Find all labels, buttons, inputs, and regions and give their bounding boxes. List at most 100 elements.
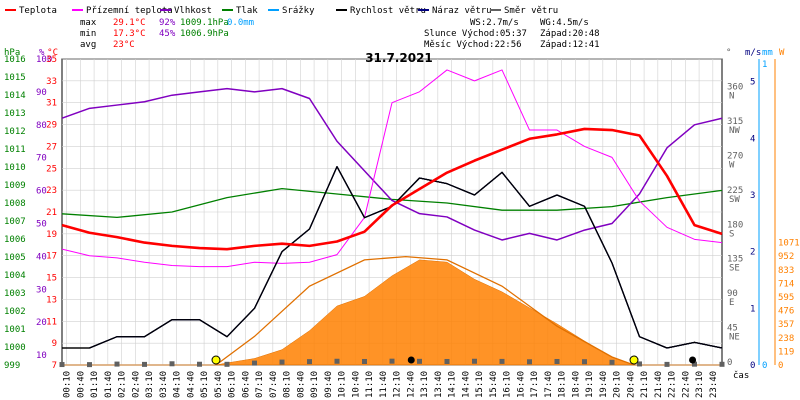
- time-tick: 21:40: [654, 371, 664, 398]
- time-tick: 18:40: [571, 371, 581, 398]
- w-axis-title: W: [779, 48, 785, 58]
- pct-tick: 80: [36, 121, 47, 131]
- time-tick: 16:10: [503, 371, 513, 398]
- ms-tick: 3: [750, 191, 755, 201]
- pct-tick: 20: [36, 318, 47, 328]
- hpa-tick: 1011: [4, 145, 26, 155]
- hpa-tick: 1013: [4, 109, 26, 119]
- dir-tick-name: NE: [729, 333, 740, 343]
- time-tick: 18:10: [558, 371, 568, 398]
- series-layer: [59, 69, 725, 368]
- stats-block: max 29.1°C 92% 1009.1hPa 0.0mm min 17.3°…: [80, 18, 600, 50]
- ms-tick: 2: [750, 248, 755, 258]
- time-tick: 17:40: [544, 371, 554, 398]
- time-tick: 10:10: [338, 371, 348, 398]
- wind-dir-point: [279, 359, 285, 365]
- dir-tick-name: N: [729, 92, 734, 102]
- time-tick: 06:10: [228, 371, 238, 398]
- dir-tick: 0: [727, 358, 732, 368]
- legend-label: Tlak: [236, 6, 258, 16]
- dir-tick: 135: [727, 255, 743, 265]
- time-tick: 04:40: [186, 371, 196, 398]
- wind-dir-point: [637, 361, 642, 367]
- wind-dir-point: [472, 358, 477, 364]
- hpa-tick: 1007: [4, 217, 26, 227]
- dir-tick: 360: [727, 83, 743, 93]
- legend-label: Směr větru: [504, 6, 558, 16]
- time-tick: 14:10: [448, 371, 458, 398]
- pct-tick: 30: [36, 285, 47, 295]
- ms-axis-title: m/s: [745, 48, 761, 58]
- w-tick: 952: [778, 252, 794, 262]
- stat-sun: Slunce Východ:05:37: [424, 29, 527, 39]
- hpa-tick: 1008: [4, 199, 26, 209]
- hpa-axis-title: hPa: [4, 48, 20, 58]
- legend-label: Náraz větru: [432, 6, 492, 16]
- temp-axis-title: °C: [47, 48, 58, 58]
- time-tick: 14:40: [461, 371, 471, 398]
- chart-title: 31.7.2021: [365, 51, 433, 65]
- hpa-tick: 1010: [4, 163, 26, 173]
- w-tick: 476: [778, 307, 794, 317]
- time-tick: 23:10: [695, 371, 705, 398]
- temp-tick: 27: [46, 142, 57, 152]
- mm-tick: 1: [762, 60, 767, 70]
- dir-tick-name: SW: [729, 195, 740, 205]
- temp-tick: 13: [46, 295, 57, 305]
- pct-tick: 60: [36, 187, 47, 197]
- time-tick: 02:10: [118, 371, 128, 398]
- pressure-line: [61, 187, 723, 219]
- wind-dir-point: [444, 358, 450, 364]
- time-tick: 03:40: [159, 371, 169, 398]
- time-tick: 19:40: [599, 371, 609, 398]
- pct-tick: 40: [36, 252, 47, 262]
- ground-temp-line: [61, 69, 723, 268]
- pct-tick: 70: [36, 154, 47, 164]
- stat-avg-label: avg: [80, 40, 96, 50]
- temp-tick: 19: [46, 230, 57, 240]
- time-tick: 03:10: [145, 371, 155, 398]
- ms-tick: 1: [750, 304, 755, 314]
- time-tick: 08:40: [296, 371, 306, 398]
- temp-tick: 7: [52, 361, 57, 371]
- temp-tick: 21: [46, 208, 57, 218]
- time-tick: 08:10: [283, 371, 293, 398]
- stat-sun-set: Západ:20:48: [540, 29, 600, 39]
- time-tick: 12:10: [393, 371, 403, 398]
- stat-avg-temp: 23°C: [113, 40, 135, 50]
- temp-tick: 25: [46, 164, 57, 174]
- legend-label: Srážky: [282, 6, 315, 16]
- time-tick: 20:40: [626, 371, 636, 398]
- w-tick: 357: [778, 320, 794, 330]
- time-tick: 00:40: [76, 371, 86, 398]
- wind-dir-point: [664, 361, 670, 367]
- legend-label: Přízemní teplota: [86, 6, 173, 16]
- stat-wind-speed: WS:2.7m/s: [470, 18, 519, 28]
- dir-tick: 315: [727, 117, 743, 127]
- w-tick: 119: [778, 347, 794, 357]
- w-tick: 0: [778, 361, 783, 371]
- time-tick: 10:40: [351, 371, 361, 398]
- time-tick: 13:10: [420, 371, 430, 398]
- temp-tick: 15: [46, 274, 57, 284]
- wind-dir-point: [224, 361, 230, 367]
- time-tick: 21:10: [640, 371, 650, 398]
- time-tick: 15:40: [489, 371, 499, 398]
- wind-dir-point: [169, 361, 175, 367]
- wind-dir-point: [417, 358, 422, 364]
- dir-tick-name: E: [729, 298, 734, 308]
- temperature-line: [61, 127, 723, 251]
- stat-wind-gust: WG:4.5m/s: [540, 18, 589, 28]
- pct-tick: 10: [36, 351, 47, 361]
- wind-dir-point: [582, 359, 587, 365]
- dir-tick: 45: [727, 324, 738, 334]
- wind-dir-point: [389, 358, 395, 364]
- wind-dir-point: [554, 358, 560, 364]
- wind-dir-point: [527, 359, 532, 365]
- time-tick: 19:10: [585, 371, 595, 398]
- time-tick: 04:10: [173, 371, 183, 398]
- hpa-tick: 1014: [4, 91, 26, 101]
- legend-label: Teplota: [19, 6, 57, 16]
- time-tick: 09:10: [310, 371, 320, 398]
- time-tick: 22:10: [668, 371, 678, 398]
